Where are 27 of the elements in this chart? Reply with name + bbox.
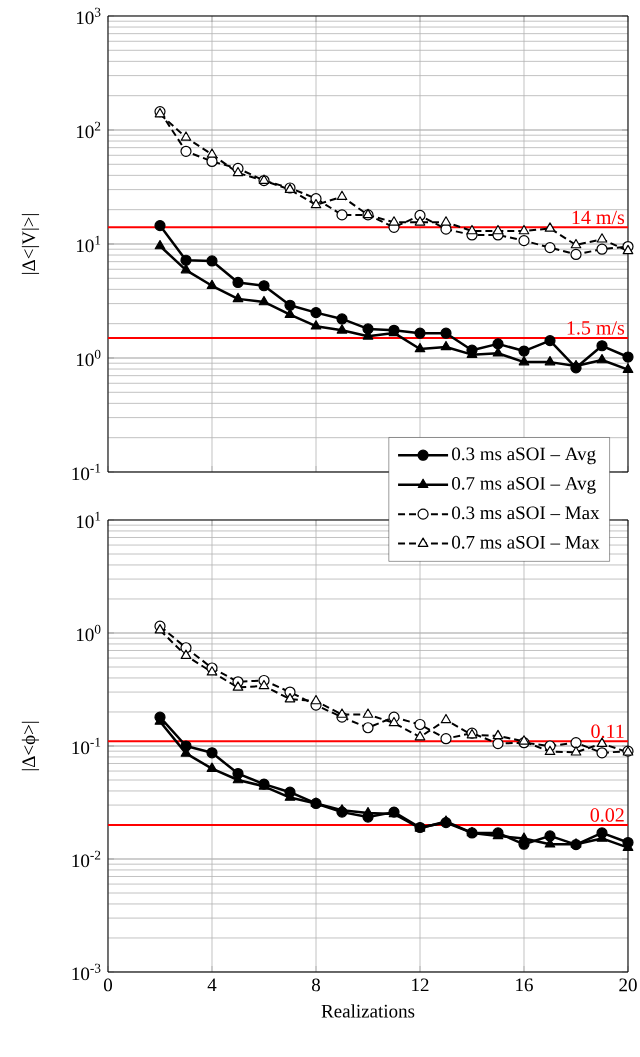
- legend-label: 0.7 ms aSOI – Max: [452, 535, 600, 549]
- y-tick-label: 10$^{-2}$: [72, 850, 101, 868]
- y-tick-label: 10$^{1}$: [76, 235, 101, 253]
- y-tick-label: 10$^{-1}$: [72, 737, 101, 755]
- y-tick-label: 10$^{3}$: [76, 7, 101, 25]
- y-tick-label: 10$^{0}$: [76, 349, 101, 367]
- y-tick-label: 10$^{1}$: [76, 511, 101, 529]
- x-axis-title: Realizations: [321, 1004, 415, 1018]
- x-tick-label: 4: [207, 978, 217, 992]
- y-tick-label: 10$^{-1}$: [72, 463, 101, 481]
- x-tick-label: 16: [516, 978, 533, 992]
- x-tick-label: 12: [412, 978, 429, 992]
- y-tick-label: 10$^{0}$: [76, 624, 101, 642]
- legend-label: 0.3 ms aSOI – Max: [452, 506, 600, 520]
- y-tick-label: 10$^{2}$: [76, 121, 101, 139]
- legend-label: 0.3 ms aSOI – Avg: [452, 447, 596, 465]
- x-tick-label: 20: [619, 978, 637, 992]
- x-tick-label: 0: [103, 978, 113, 992]
- legend-label: 0.7 ms aSOI – Avg: [452, 476, 596, 494]
- ref-line-label: 1.5 m/s: [567, 321, 625, 335]
- y-tick-label: 10$^{-3}$: [72, 963, 101, 981]
- ref-line-label: 0.11: [591, 724, 624, 739]
- ref-line-label: 14 m/s: [572, 210, 625, 225]
- y-axis-title: |Δ<ϕ>|: [21, 721, 40, 771]
- y-axis-title: |Δ<|V|>|: [21, 214, 40, 274]
- ref-line-label: 0.02: [590, 808, 624, 822]
- x-tick-label: 8: [311, 978, 321, 992]
